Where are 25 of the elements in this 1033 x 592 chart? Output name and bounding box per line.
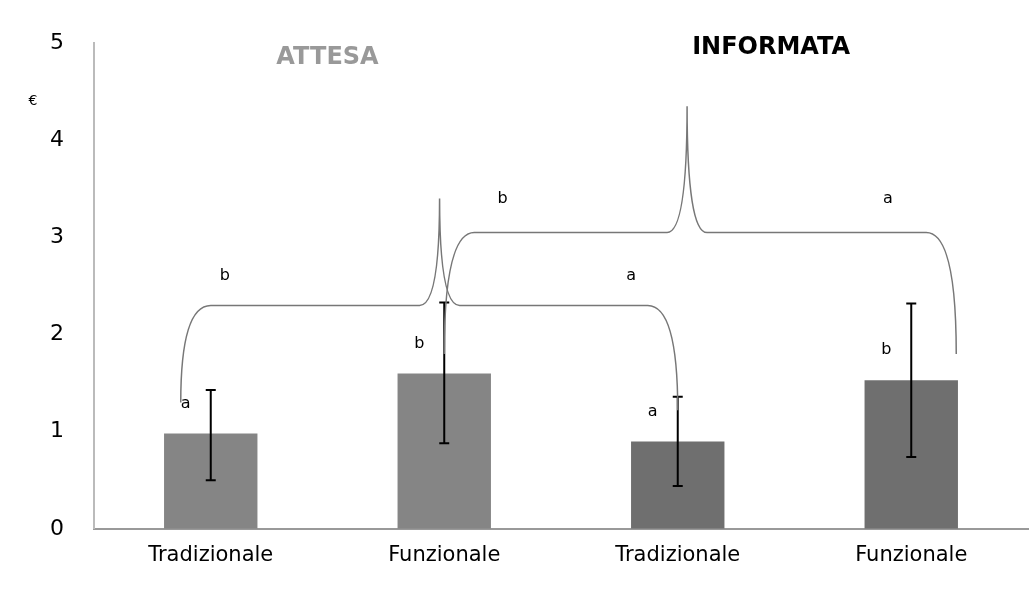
bar (864, 380, 958, 529)
y-tick-label: 3 (50, 223, 64, 249)
y-tick-label: 0 (50, 514, 64, 540)
annotation: a (626, 265, 636, 285)
y-tick-label: 2 (50, 320, 64, 346)
data-label: a (647, 400, 658, 420)
bar (631, 441, 725, 529)
x-tick-label: Tradizionale (614, 541, 741, 566)
y-tick-label: 1 (50, 417, 64, 443)
y-tick-label: 5 (50, 28, 64, 54)
y-axis-title: € (28, 92, 38, 109)
annotation: b (497, 187, 508, 207)
data-label: b (414, 332, 425, 352)
annotation: ATTESA (276, 42, 380, 70)
data-label: a (180, 392, 191, 412)
annotation: INFORMATA (692, 32, 851, 61)
bar (164, 433, 258, 529)
x-tick-label: Funzionale (388, 541, 501, 566)
annotation: b (219, 265, 230, 285)
annotation: a (882, 187, 893, 207)
bar (397, 373, 491, 529)
x-tick-label: Funzionale (855, 541, 968, 566)
x-tick-label: Tradizionale (147, 541, 274, 566)
y-tick-label: 4 (50, 126, 64, 152)
data-label: b (881, 339, 892, 359)
